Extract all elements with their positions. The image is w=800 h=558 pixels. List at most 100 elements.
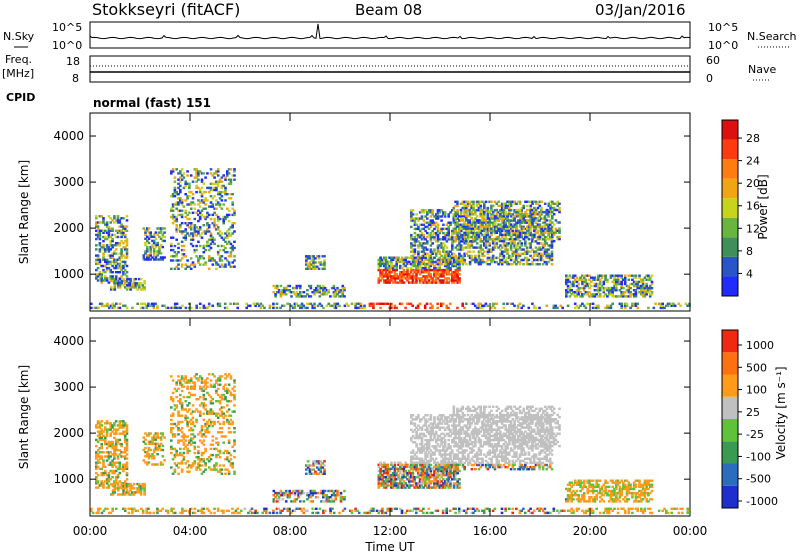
echo-cell xyxy=(188,185,191,187)
echo-cell xyxy=(222,249,225,251)
echo-cell xyxy=(143,491,146,493)
echo-cell xyxy=(224,396,227,398)
echo-cell xyxy=(177,375,180,377)
echo-cell xyxy=(547,261,550,263)
echo-cell xyxy=(177,442,180,444)
echo-cell xyxy=(144,231,147,233)
echo-cell xyxy=(158,248,161,250)
echo-cell xyxy=(453,281,456,283)
echo-cell xyxy=(201,454,204,456)
echo-cell xyxy=(170,268,173,270)
echo-cell xyxy=(210,172,213,174)
echo-cell xyxy=(162,234,165,236)
echo-cell xyxy=(424,307,427,309)
echo-cell xyxy=(517,244,520,246)
echo-cell xyxy=(465,303,468,305)
echo-cell xyxy=(435,253,438,255)
echo-cell xyxy=(485,201,488,203)
echo-cell xyxy=(320,261,323,263)
echo-cell xyxy=(285,293,288,295)
echo-cell xyxy=(431,305,434,307)
echo-cell xyxy=(327,498,330,500)
echo-cell xyxy=(119,271,122,273)
echo-cell xyxy=(124,228,127,230)
echo-cell xyxy=(181,454,184,456)
echo-cell xyxy=(162,432,165,434)
echo-cell xyxy=(102,462,105,464)
echo-cell xyxy=(451,246,454,248)
echo-cell xyxy=(208,224,211,226)
echo-cell xyxy=(449,259,452,261)
echo-cell xyxy=(212,257,215,259)
echo-cell xyxy=(95,248,98,250)
echo-cell xyxy=(224,435,227,437)
echo-cell xyxy=(104,250,107,252)
echo-cell xyxy=(228,427,231,429)
echo-cell xyxy=(310,295,313,297)
echo-cell xyxy=(108,476,111,478)
echo-cell xyxy=(174,462,177,464)
echo-cell xyxy=(549,224,552,226)
echo-cell xyxy=(172,392,175,394)
echo-cell xyxy=(215,214,218,216)
echo-cell xyxy=(122,265,125,267)
echo-cell xyxy=(449,251,452,253)
echo-cell xyxy=(499,228,502,230)
echo-cell xyxy=(263,307,266,309)
echo-cell xyxy=(372,303,375,305)
echo-cell xyxy=(156,307,159,309)
echo-cell xyxy=(136,288,139,290)
echo-cell xyxy=(222,388,225,390)
echo-cell xyxy=(117,476,120,478)
echo-cell xyxy=(458,279,461,281)
echo-cell xyxy=(197,187,200,189)
echo-cell xyxy=(410,242,413,244)
echo-cell xyxy=(228,439,231,441)
echo-cell xyxy=(143,288,146,290)
echo-cell xyxy=(108,486,111,488)
echo-cell xyxy=(572,283,575,285)
echo-cell xyxy=(162,445,165,447)
echo-cell xyxy=(221,468,224,470)
echo-cell xyxy=(324,490,327,492)
echo-cell xyxy=(631,279,634,281)
echo-cell xyxy=(233,222,236,224)
echo-cell xyxy=(390,279,393,281)
echo-cell xyxy=(149,231,152,233)
echo-cell xyxy=(558,211,561,213)
echo-cell xyxy=(186,404,189,406)
echo-cell xyxy=(226,410,229,412)
echo-cell xyxy=(192,181,195,183)
echo-cell xyxy=(179,398,182,400)
echo-cell xyxy=(156,242,159,244)
echo-cell xyxy=(519,263,522,265)
echo-cell xyxy=(547,215,550,217)
echo-cell xyxy=(172,205,175,207)
echo-cell xyxy=(430,255,433,257)
echo-cell xyxy=(545,251,548,253)
echo-cell xyxy=(184,400,187,402)
echo-cell xyxy=(222,394,225,396)
echo-cell xyxy=(419,303,422,305)
echo-cell xyxy=(588,291,591,293)
echo-cell xyxy=(195,408,198,410)
echo-cell xyxy=(115,420,118,422)
echo-cell xyxy=(210,448,213,450)
echo-cell xyxy=(122,278,125,280)
echo-cell xyxy=(327,289,330,291)
echo-cell xyxy=(558,221,561,223)
echo-cell xyxy=(148,453,151,455)
echo-cell xyxy=(201,255,204,257)
echo-cell xyxy=(539,238,542,240)
echo-cell xyxy=(181,431,184,433)
echo-cell xyxy=(104,236,107,238)
echo-cell xyxy=(458,277,461,279)
echo-cell xyxy=(126,441,129,443)
echo-cell xyxy=(176,303,179,305)
echo-cell xyxy=(578,307,581,309)
echo-cell xyxy=(146,246,149,248)
echo-cell xyxy=(181,266,184,268)
colorbar-segment xyxy=(722,237,738,257)
echo-cell xyxy=(190,439,193,441)
echo-cell xyxy=(115,478,118,480)
